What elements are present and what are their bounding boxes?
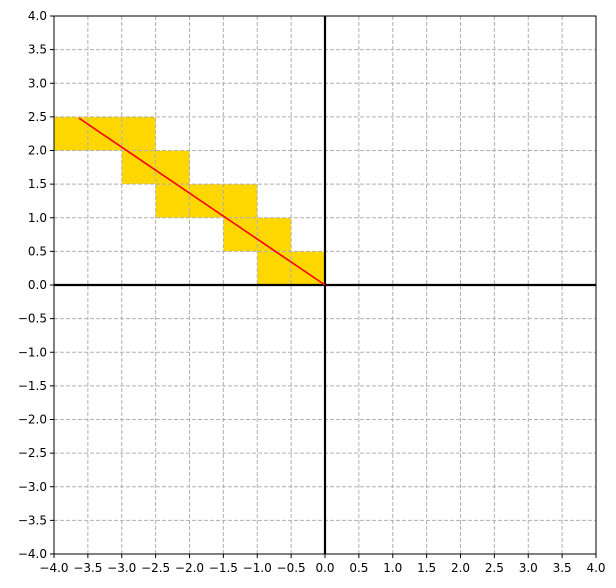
y-tick-label: 3.0 xyxy=(28,76,47,90)
highlighted-cell xyxy=(257,251,292,285)
segment-layer xyxy=(78,117,326,286)
red-segment xyxy=(78,117,326,286)
highlighted-cells xyxy=(54,116,325,285)
x-tick-label: −3.0 xyxy=(107,561,136,575)
highlighted-cell xyxy=(87,116,122,151)
x-tick-label: 3.5 xyxy=(553,561,572,575)
x-tick-label: −1.5 xyxy=(209,561,238,575)
y-tick-label: 2.0 xyxy=(28,144,47,158)
x-tick-label: −3.5 xyxy=(73,561,102,575)
highlighted-cell xyxy=(257,217,292,252)
y-tick-label: 2.5 xyxy=(28,110,47,124)
x-tick-label: −1.0 xyxy=(243,561,272,575)
x-tick-label: 4.0 xyxy=(586,561,605,575)
y-tick-label: 3.5 xyxy=(28,43,47,57)
highlighted-cell xyxy=(291,251,325,285)
y-tick-label: −4.0 xyxy=(18,547,47,561)
x-tick-label: 1.5 xyxy=(417,561,436,575)
y-tick-label: 0.5 xyxy=(28,244,47,258)
y-tick-label: −1.5 xyxy=(18,379,47,393)
y-tick-label: −2.0 xyxy=(18,413,47,427)
highlighted-cell xyxy=(54,116,88,151)
x-tick-label: 2.0 xyxy=(451,561,470,575)
x-tick-labels: −4.0 −3.5 −3.0 −2.5 −2.0 −1.5 −1.0 −0.5 0.0 0.5 1.… xyxy=(39,561,605,575)
x-tick-label: 0.0 xyxy=(315,561,334,575)
highlighted-cell xyxy=(155,150,190,185)
y-tick-label: −3.5 xyxy=(18,513,47,527)
y-tick-label: −1.0 xyxy=(18,345,47,359)
y-tick-label: −0.5 xyxy=(18,312,47,326)
ticks xyxy=(50,15,597,558)
x-tick-label: −2.5 xyxy=(141,561,170,575)
x-tick-label: −2.0 xyxy=(175,561,204,575)
x-tick-label: 3.0 xyxy=(519,561,538,575)
x-tick-label: 1.0 xyxy=(383,561,402,575)
y-tick-label: 1.0 xyxy=(28,211,47,225)
x-tick-label: −0.5 xyxy=(277,561,306,575)
y-tick-label: 4.0 xyxy=(28,9,47,23)
y-tick-label: −2.5 xyxy=(18,446,47,460)
y-tick-labels: −4.0 −3.5 −3.0 −2.5 −2.0 −1.5 −1.0 −0.5 0.0 0.5 1.… xyxy=(18,9,47,561)
x-tick-label: 0.5 xyxy=(349,561,368,575)
x-tick-label: −4.0 xyxy=(39,561,68,575)
y-tick-label: −3.0 xyxy=(18,480,47,494)
highlighted-cell xyxy=(223,217,258,252)
x-tick-label: 2.5 xyxy=(485,561,504,575)
highlighted-cell xyxy=(223,184,258,218)
highlighted-cell xyxy=(121,116,156,151)
y-tick-label: 1.5 xyxy=(28,177,47,191)
y-tick-label: 0.0 xyxy=(28,278,47,292)
highlighted-cell xyxy=(121,150,156,185)
